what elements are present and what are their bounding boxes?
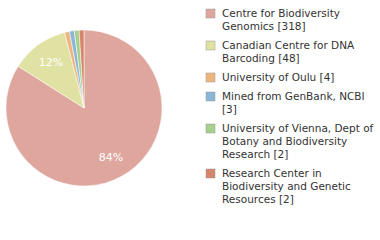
data-label: 12% bbox=[39, 56, 63, 69]
slice bbox=[74, 30, 84, 108]
slice bbox=[6, 30, 162, 186]
legend-label: Mined from GenBank, NCBI[3] bbox=[222, 90, 365, 115]
legend-line: [3] bbox=[222, 103, 237, 115]
legend-swatch bbox=[206, 92, 215, 101]
legend-swatch bbox=[206, 9, 215, 18]
legend-line: Canadian Centre for DNA bbox=[222, 39, 355, 51]
legend-line: Biodiversity and Genetic bbox=[222, 180, 351, 192]
legend-swatch bbox=[206, 124, 215, 133]
legend-label: Research Center inBiodiversity and Genet… bbox=[222, 167, 351, 205]
legend-line: University of Vienna, Dept of bbox=[222, 122, 374, 134]
legend-item: University of Oulu [4] bbox=[206, 71, 334, 83]
legend-line: Genomics [318] bbox=[222, 20, 306, 32]
legend: Centre for BiodiversityGenomics [318] Can… bbox=[206, 7, 374, 205]
legend-label: University of Vienna, Dept ofBotany and … bbox=[222, 122, 374, 160]
legend-item: Canadian Centre for DNABarcoding [48] bbox=[206, 39, 355, 64]
data-label: 84% bbox=[99, 151, 123, 164]
legend-line: Barcoding [48] bbox=[222, 52, 300, 64]
pie: 84% 12% bbox=[6, 30, 162, 186]
legend-line: Research Center in bbox=[222, 167, 322, 179]
legend-label: Canadian Centre for DNABarcoding [48] bbox=[222, 39, 355, 64]
legend-item: Mined from GenBank, NCBI[3] bbox=[206, 90, 365, 115]
legend-swatch bbox=[206, 169, 215, 178]
legend-line: Resources [2] bbox=[222, 193, 294, 205]
legend-item: University of Vienna, Dept ofBotany and … bbox=[206, 122, 374, 160]
legend-line: Botany and Biodiversity bbox=[222, 135, 347, 147]
legend-label: Centre for BiodiversityGenomics [318] bbox=[222, 7, 340, 32]
legend-line: Research [2] bbox=[222, 148, 288, 160]
slice bbox=[79, 30, 84, 108]
chart: 84% 12% Centre for BiodiversityGenomics [3… bbox=[0, 0, 380, 240]
legend-item: Research Center inBiodiversity and Genet… bbox=[206, 167, 351, 205]
legend-label: University of Oulu [4] bbox=[222, 71, 334, 83]
legend-swatch bbox=[206, 41, 215, 50]
legend-item: Centre for BiodiversityGenomics [318] bbox=[206, 7, 340, 32]
legend-line: Mined from GenBank, NCBI bbox=[222, 90, 365, 102]
legend-line: Centre for Biodiversity bbox=[222, 7, 340, 19]
legend-swatch bbox=[206, 73, 215, 82]
legend-line: University of Oulu [4] bbox=[222, 71, 334, 83]
slice bbox=[69, 31, 84, 108]
